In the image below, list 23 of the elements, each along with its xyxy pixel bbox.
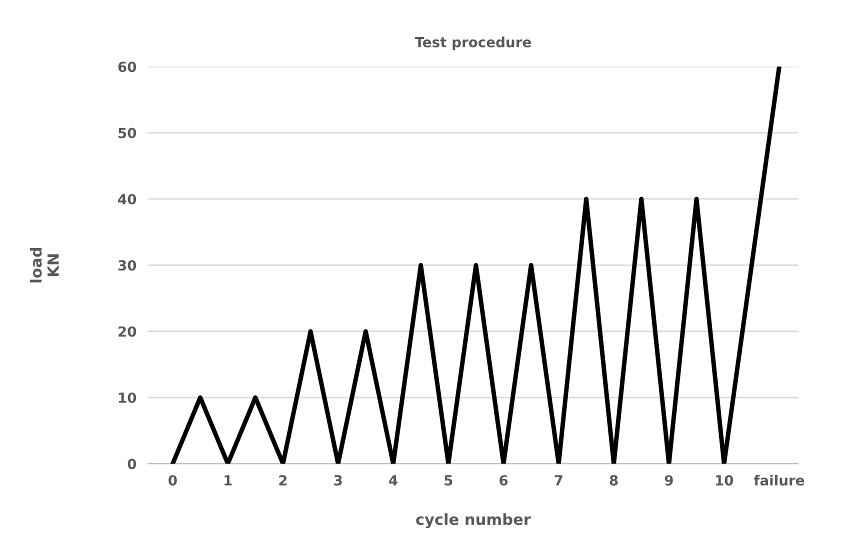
y-tick-label: 50: [118, 128, 136, 138]
x-tick-label: 6: [500, 475, 508, 486]
line-series: [170, 66, 782, 464]
x-tick-label: 2: [279, 475, 287, 486]
x-tick-label: 10: [716, 475, 734, 486]
x-tick-label: 5: [444, 475, 452, 486]
y-tick-label: 0: [128, 458, 136, 470]
y-tick-label: 40: [118, 194, 136, 204]
y-axis-title: load KN: [30, 248, 59, 282]
y-tick-label: 30: [118, 260, 136, 271]
x-tick-label: 1: [224, 475, 232, 486]
y-tick-label: 20: [118, 326, 136, 337]
chart-title: Test procedure: [414, 36, 531, 50]
x-tick-label: 9: [664, 475, 673, 486]
y-tick-label: 10: [119, 392, 136, 404]
x-tick-label: 0: [168, 475, 177, 486]
x-axis-title: cycle number: [416, 513, 531, 528]
x-tick-label: failure: [754, 474, 804, 486]
x-tick-label: 3: [334, 475, 342, 486]
y-tick-label: 60: [118, 62, 136, 72]
x-tick-label: 4: [389, 475, 398, 486]
x-tick-label: 8: [610, 475, 618, 486]
x-tick-label: 7: [554, 475, 562, 486]
